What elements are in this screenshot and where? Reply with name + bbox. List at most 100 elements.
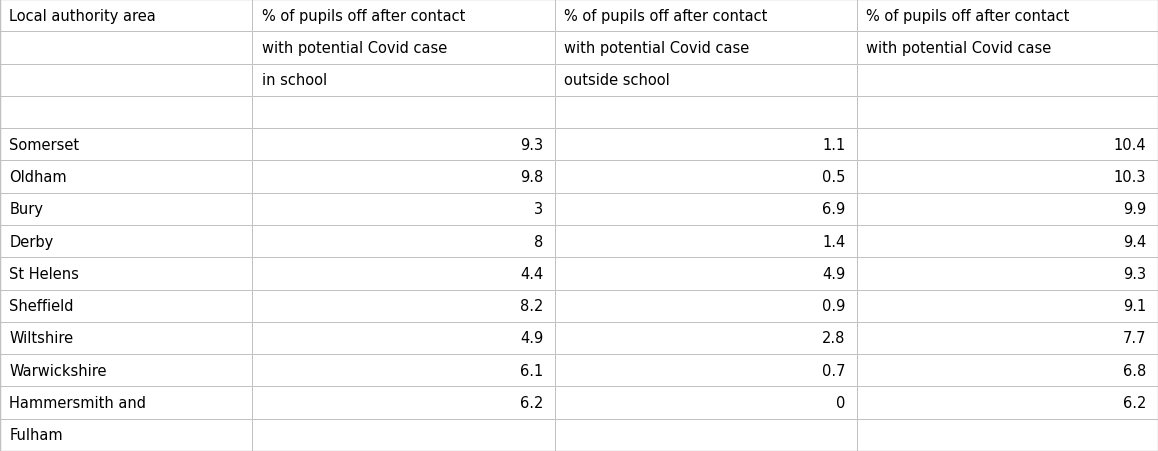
- Bar: [555, 290, 857, 322]
- Bar: [555, 387, 857, 419]
- Bar: [252, 64, 555, 97]
- Text: 2.8: 2.8: [822, 331, 845, 346]
- Bar: [857, 193, 1158, 226]
- Bar: [252, 193, 555, 226]
- Bar: [555, 226, 857, 258]
- Bar: [0, 322, 252, 354]
- Bar: [857, 64, 1158, 97]
- Bar: [252, 226, 555, 258]
- Bar: [252, 354, 555, 387]
- Bar: [857, 64, 1158, 97]
- Bar: [555, 354, 857, 387]
- Bar: [555, 290, 857, 322]
- Text: 1.1: 1.1: [822, 138, 845, 152]
- Bar: [555, 161, 857, 193]
- Text: with potential Covid case: with potential Covid case: [564, 41, 749, 56]
- Text: 4.9: 4.9: [520, 331, 543, 346]
- Bar: [555, 354, 857, 387]
- Bar: [555, 161, 857, 193]
- Bar: [857, 32, 1158, 64]
- Text: Somerset: Somerset: [9, 138, 80, 152]
- Bar: [0, 129, 252, 161]
- Bar: [0, 322, 252, 354]
- Bar: [252, 387, 555, 419]
- Bar: [252, 32, 555, 64]
- Bar: [0, 0, 252, 32]
- Bar: [857, 258, 1158, 290]
- Text: Warwickshire: Warwickshire: [9, 363, 107, 378]
- Bar: [857, 32, 1158, 64]
- Bar: [857, 322, 1158, 354]
- Bar: [555, 129, 857, 161]
- Text: 6.2: 6.2: [1123, 395, 1146, 410]
- Text: Local authority area: Local authority area: [9, 9, 156, 23]
- Bar: [0, 387, 252, 419]
- Bar: [252, 322, 555, 354]
- Bar: [252, 322, 555, 354]
- Bar: [0, 161, 252, 193]
- Text: 0.5: 0.5: [822, 170, 845, 184]
- Text: Derby: Derby: [9, 234, 53, 249]
- Bar: [0, 226, 252, 258]
- Text: 10.3: 10.3: [1114, 170, 1146, 184]
- Bar: [857, 419, 1158, 451]
- Bar: [252, 258, 555, 290]
- Bar: [252, 387, 555, 419]
- Bar: [857, 419, 1158, 451]
- Bar: [857, 290, 1158, 322]
- Text: 7.7: 7.7: [1123, 331, 1146, 346]
- Bar: [252, 129, 555, 161]
- Bar: [0, 129, 252, 161]
- Bar: [0, 258, 252, 290]
- Bar: [857, 354, 1158, 387]
- Bar: [0, 97, 252, 129]
- Bar: [252, 290, 555, 322]
- Bar: [0, 97, 252, 129]
- Text: Oldham: Oldham: [9, 170, 67, 184]
- Bar: [857, 161, 1158, 193]
- Text: 4.4: 4.4: [520, 267, 543, 281]
- Text: 6.9: 6.9: [822, 202, 845, 217]
- Text: 1.4: 1.4: [822, 234, 845, 249]
- Bar: [555, 193, 857, 226]
- Bar: [0, 32, 252, 64]
- Text: 0.7: 0.7: [822, 363, 845, 378]
- Bar: [252, 0, 555, 32]
- Bar: [252, 161, 555, 193]
- Text: Fulham: Fulham: [9, 428, 63, 442]
- Text: 9.9: 9.9: [1123, 202, 1146, 217]
- Bar: [555, 97, 857, 129]
- Text: Bury: Bury: [9, 202, 43, 217]
- Bar: [252, 419, 555, 451]
- Bar: [0, 290, 252, 322]
- Text: 4.9: 4.9: [822, 267, 845, 281]
- Bar: [0, 161, 252, 193]
- Text: % of pupils off after contact: % of pupils off after contact: [866, 9, 1070, 23]
- Text: 9.1: 9.1: [1123, 299, 1146, 313]
- Bar: [0, 258, 252, 290]
- Bar: [252, 161, 555, 193]
- Bar: [0, 387, 252, 419]
- Bar: [555, 419, 857, 451]
- Bar: [0, 32, 252, 64]
- Bar: [857, 0, 1158, 32]
- Text: % of pupils off after contact: % of pupils off after contact: [262, 9, 466, 23]
- Bar: [857, 129, 1158, 161]
- Text: 0.9: 0.9: [822, 299, 845, 313]
- Bar: [857, 387, 1158, 419]
- Bar: [555, 419, 857, 451]
- Bar: [555, 226, 857, 258]
- Bar: [555, 322, 857, 354]
- Text: 9.3: 9.3: [520, 138, 543, 152]
- Bar: [252, 258, 555, 290]
- Bar: [252, 97, 555, 129]
- Bar: [0, 193, 252, 226]
- Text: outside school: outside school: [564, 73, 669, 88]
- Bar: [0, 290, 252, 322]
- Text: 3: 3: [534, 202, 543, 217]
- Bar: [857, 97, 1158, 129]
- Text: St Helens: St Helens: [9, 267, 79, 281]
- Text: 6.1: 6.1: [520, 363, 543, 378]
- Bar: [0, 419, 252, 451]
- Bar: [0, 64, 252, 97]
